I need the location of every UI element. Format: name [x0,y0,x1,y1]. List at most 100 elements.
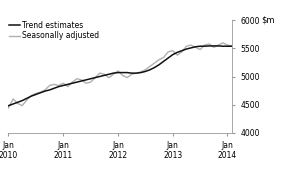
Trend estimates [116,72,120,74]
Seasonally adjusted [212,46,216,48]
Seasonally adjusted [84,82,88,84]
Seasonally adjusted [189,44,193,46]
Trend estimates [103,74,106,76]
Seasonally adjusted [75,78,79,80]
Trend estimates [43,90,47,92]
Legend: Trend estimates, Seasonally adjusted: Trend estimates, Seasonally adjusted [9,21,99,40]
Trend estimates [30,95,33,97]
Trend estimates [98,75,101,78]
Seasonally adjusted [57,84,60,87]
Trend estimates [212,45,216,47]
Seasonally adjusted [207,43,211,45]
Seasonally adjusted [162,56,165,58]
Trend estimates [61,84,65,87]
Trend estimates [112,72,115,74]
Trend estimates [194,46,197,48]
Seasonally adjusted [61,82,65,84]
Seasonally adjusted [153,62,156,64]
Trend estimates [25,97,28,99]
Trend estimates [89,78,92,80]
Line: Seasonally adjusted: Seasonally adjusted [8,43,232,108]
Trend estimates [198,45,202,47]
Seasonally adjusted [39,91,42,93]
Trend estimates [48,89,51,91]
Seasonally adjusted [166,51,170,53]
Seasonally adjusted [198,49,202,51]
Seasonally adjusted [7,107,10,109]
Seasonally adjusted [103,73,106,75]
Seasonally adjusted [157,59,161,61]
Seasonally adjusted [148,65,152,67]
Seasonally adjusted [66,86,70,88]
Trend estimates [157,64,161,66]
Seasonally adjusted [107,77,111,79]
Trend estimates [230,45,234,47]
Y-axis label: $m: $m [261,16,275,25]
Seasonally adjusted [30,95,33,97]
Trend estimates [121,72,124,74]
Seasonally adjusted [11,98,15,100]
Seasonally adjusted [89,81,92,83]
Trend estimates [20,100,24,102]
Seasonally adjusted [16,102,19,104]
Trend estimates [52,87,56,89]
Trend estimates [7,105,10,107]
Seasonally adjusted [180,51,184,53]
Seasonally adjusted [230,45,234,47]
Seasonally adjusted [125,77,129,79]
Trend estimates [107,73,111,75]
Trend estimates [148,69,152,71]
Trend estimates [16,101,19,103]
Trend estimates [125,72,129,74]
Trend estimates [153,66,156,69]
Trend estimates [39,92,42,94]
Seasonally adjusted [71,81,74,83]
Trend estimates [57,86,60,88]
Seasonally adjusted [185,45,188,47]
Trend estimates [207,45,211,47]
Trend estimates [66,83,70,85]
Seasonally adjusted [52,83,56,85]
Line: Trend estimates: Trend estimates [8,46,232,106]
Trend estimates [203,45,206,47]
Seasonally adjusted [43,89,47,91]
Trend estimates [11,103,15,105]
Trend estimates [80,80,83,82]
Trend estimates [185,48,188,50]
Trend estimates [221,45,225,47]
Trend estimates [93,77,97,79]
Trend estimates [180,50,184,52]
Seasonally adjusted [20,105,24,107]
Trend estimates [176,51,179,53]
Trend estimates [217,45,220,47]
Trend estimates [166,57,170,59]
Seasonally adjusted [48,84,51,87]
Trend estimates [139,72,143,74]
Seasonally adjusted [34,92,38,94]
Trend estimates [34,94,38,96]
Seasonally adjusted [226,44,229,46]
Trend estimates [144,70,147,72]
Trend estimates [189,47,193,49]
Seasonally adjusted [121,74,124,76]
Trend estimates [71,82,74,84]
Seasonally adjusted [139,71,143,73]
Seasonally adjusted [80,79,83,81]
Seasonally adjusted [112,73,115,75]
Seasonally adjusted [116,70,120,72]
Trend estimates [226,45,229,47]
Seasonally adjusted [144,69,147,71]
Seasonally adjusted [98,72,101,74]
Trend estimates [130,72,133,74]
Trend estimates [84,79,88,81]
Trend estimates [171,54,174,56]
Seasonally adjusted [203,44,206,46]
Seasonally adjusted [194,46,197,48]
Seasonally adjusted [217,44,220,46]
Trend estimates [162,60,165,62]
Seasonally adjusted [171,50,174,52]
Trend estimates [75,81,79,83]
Seasonally adjusted [176,54,179,56]
Seasonally adjusted [134,72,138,74]
Seasonally adjusted [221,42,225,44]
